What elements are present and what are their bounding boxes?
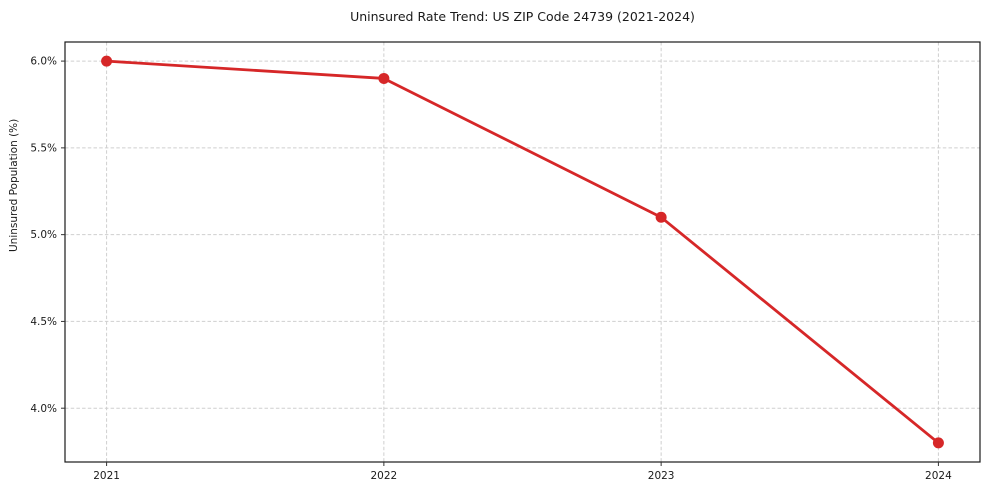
data-point bbox=[932, 437, 944, 449]
y-tick-label: 5.5% bbox=[30, 142, 57, 154]
y-tick-label: 5.0% bbox=[30, 229, 57, 241]
x-tick-label: 2022 bbox=[370, 470, 397, 482]
x-tick-label: 2024 bbox=[925, 470, 952, 482]
chart-title: Uninsured Rate Trend: US ZIP Code 24739 … bbox=[350, 9, 695, 24]
y-tick-label: 4.0% bbox=[30, 403, 57, 415]
x-tick-label: 2021 bbox=[93, 470, 120, 482]
y-tick-label: 6.0% bbox=[30, 56, 57, 68]
data-point bbox=[378, 72, 390, 84]
data-point bbox=[101, 55, 113, 67]
x-tick-label: 2023 bbox=[648, 470, 675, 482]
plot-frame bbox=[64, 41, 981, 463]
y-tick-label: 4.5% bbox=[30, 316, 57, 328]
data-point bbox=[655, 211, 667, 223]
data-line bbox=[105, 59, 940, 445]
